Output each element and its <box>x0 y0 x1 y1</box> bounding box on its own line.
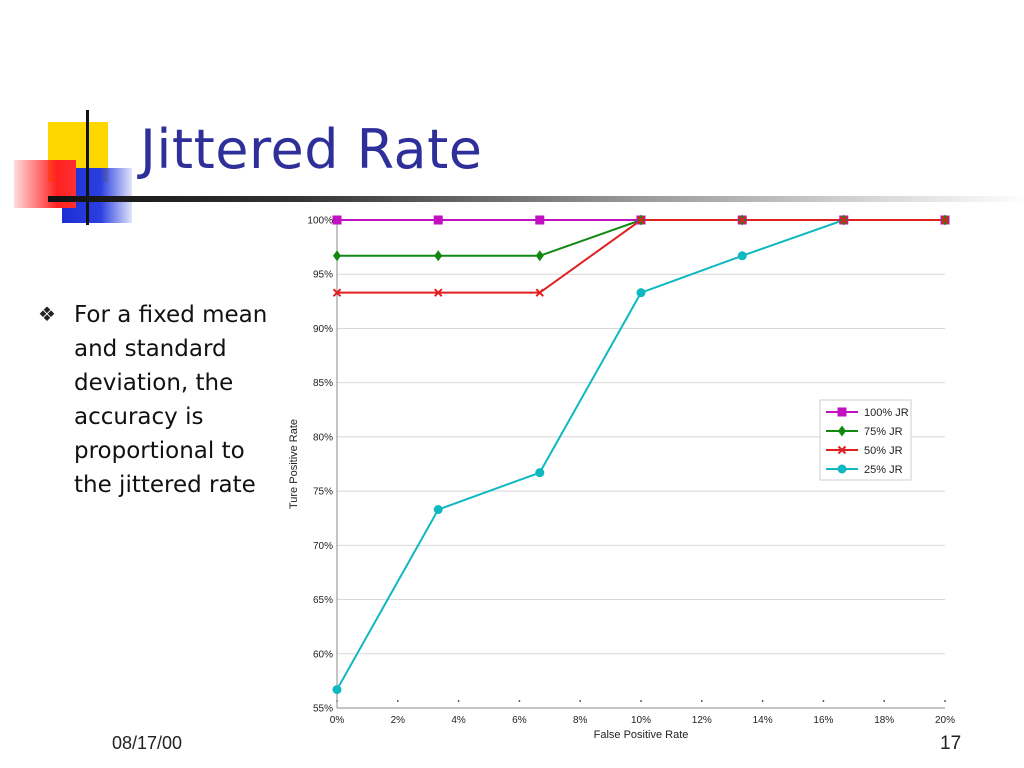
x-tick-mark <box>761 700 764 702</box>
data-point <box>737 251 747 261</box>
x-tick-label: 14% <box>753 715 773 726</box>
x-tick-label: 12% <box>692 715 712 726</box>
x-tick-label: 0% <box>330 715 345 726</box>
x-tick-mark <box>457 700 460 702</box>
y-tick-label: 100% <box>307 216 333 227</box>
x-tick-mark <box>944 700 946 702</box>
legend-marker <box>837 445 847 455</box>
legend-label: 100% JR <box>864 407 909 419</box>
data-point <box>940 215 950 225</box>
x-axis-title: False Positive Rate <box>594 729 689 741</box>
legend-marker <box>838 425 846 437</box>
x-tick-label: 16% <box>813 715 833 726</box>
y-tick-label: 60% <box>313 649 333 660</box>
x-tick-mark <box>883 700 886 702</box>
data-point <box>434 250 443 262</box>
legend-marker <box>837 407 847 417</box>
data-point <box>332 685 342 695</box>
legend-label: 50% JR <box>864 445 903 457</box>
x-tick-label: 10% <box>631 715 651 726</box>
data-point <box>535 468 545 478</box>
data-point <box>839 215 848 225</box>
slide-title: Jittered Rate <box>140 118 483 181</box>
y-tick-label: 80% <box>313 432 333 443</box>
bullet-text: For a fixed mean and standard deviation,… <box>74 302 268 498</box>
footer-date: 08/17/00 <box>112 733 183 753</box>
x-tick-mark <box>700 700 703 702</box>
slide-number: 17 <box>940 733 962 754</box>
y-tick-label: 55% <box>313 704 333 715</box>
legend-label: 25% JR <box>864 464 903 476</box>
x-tick-label: 4% <box>451 715 466 726</box>
x-tick-mark <box>640 700 642 702</box>
x-tick-label: 20% <box>935 715 955 726</box>
data-point <box>434 288 443 297</box>
x-tick-mark <box>822 700 825 702</box>
x-tick-label: 6% <box>512 715 527 726</box>
x-tick-mark <box>518 700 521 702</box>
y-tick-label: 70% <box>313 541 333 552</box>
data-point <box>433 215 443 225</box>
x-tick-mark <box>579 700 582 702</box>
data-point <box>333 250 341 262</box>
data-point <box>535 250 544 262</box>
y-tick-label: 65% <box>313 595 333 606</box>
x-tick-label: 8% <box>573 715 588 726</box>
y-tick-label: 75% <box>313 487 333 498</box>
x-tick-label: 18% <box>874 715 894 726</box>
x-tick-label: 2% <box>391 715 406 726</box>
data-point <box>535 215 545 225</box>
legend-box <box>819 399 912 481</box>
roc-line-chart: 55% 60% 65% 70% 75% 80% 85% 90% 95% 100% 0% 2% 4% 6% 8… <box>288 214 955 741</box>
data-point <box>738 215 747 225</box>
diamond-bullet-icon: ❖ <box>38 302 56 326</box>
data-point <box>332 215 342 225</box>
legend-label: 75% JR <box>864 426 903 438</box>
data-point <box>332 288 342 297</box>
data-point <box>535 288 544 297</box>
title-underline <box>48 196 1024 202</box>
legend-marker <box>837 464 847 474</box>
y-tick-label: 95% <box>313 270 333 281</box>
data-point <box>636 288 646 298</box>
vertical-rule-decoration <box>86 110 89 225</box>
data-point <box>433 505 443 515</box>
y-tick-label: 90% <box>313 324 333 335</box>
data-point <box>636 215 646 225</box>
y-axis-title: Ture Positive Rate <box>288 419 300 509</box>
y-tick-label: 85% <box>313 378 333 389</box>
x-tick-mark <box>396 700 399 702</box>
